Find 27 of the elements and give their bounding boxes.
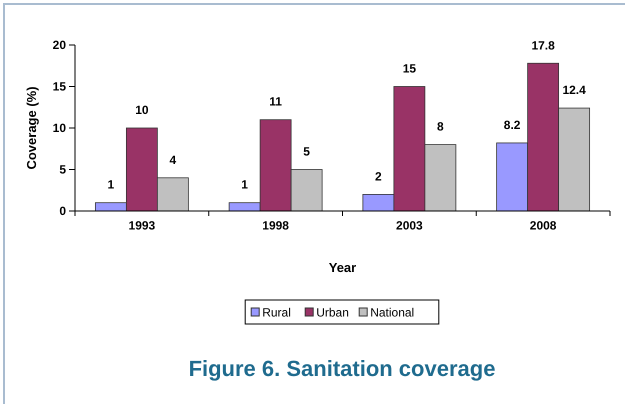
legend-label: Urban — [316, 306, 349, 320]
text: Figure 6. Sanitation coverage — [188, 356, 496, 381]
x-tick-label: 1993 — [128, 218, 156, 233]
y-axis-title: Coverage (%) — [24, 86, 39, 170]
x-axis-title: Year — [328, 260, 356, 275]
data-label: 4 — [170, 152, 177, 167]
data-label: 2 — [375, 169, 382, 184]
x-tick-label: 1998 — [262, 218, 290, 233]
x-tick-label: 2008 — [530, 218, 557, 233]
data-label: 10 — [135, 103, 149, 117]
y-tick-label: 5 — [59, 162, 66, 176]
data-label: 1 — [108, 178, 115, 192]
y-tick-label: 10 — [52, 120, 66, 135]
data-label: 8.2 — [504, 118, 521, 132]
y-tick-label: 0 — [59, 204, 66, 218]
legend-label: National — [370, 306, 414, 320]
data-label: 8 — [437, 120, 444, 134]
y-tick-label: 20 — [52, 38, 66, 52]
y-tick-label: 15 — [52, 79, 66, 94]
data-label: 11 — [269, 94, 282, 109]
data-label: 15 — [402, 62, 416, 76]
data-label: 17.8 — [531, 38, 556, 52]
data-label: 5 — [303, 144, 310, 158]
legend-label: Rural — [262, 306, 291, 320]
data-label: 1 — [241, 178, 248, 192]
x-tick-label: 2003 — [396, 218, 424, 233]
data-label: 12.4 — [562, 83, 586, 98]
